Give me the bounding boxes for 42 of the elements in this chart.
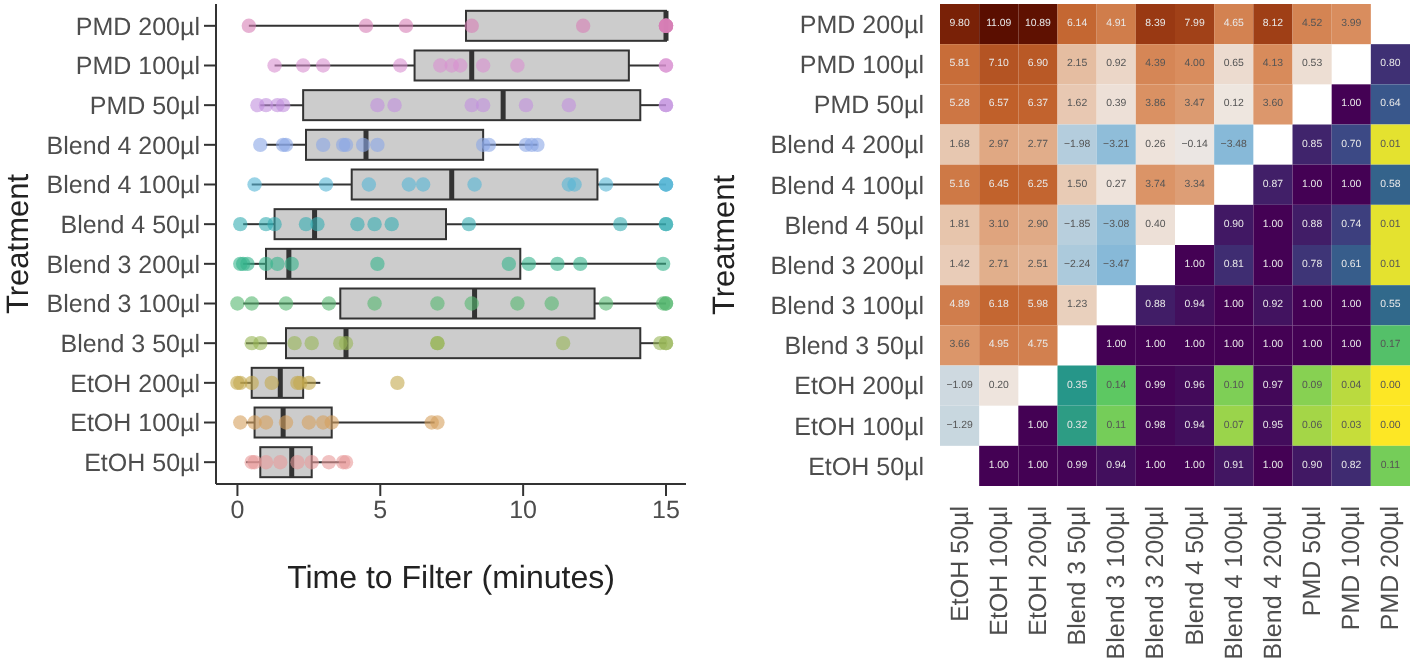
y-tick-label: PMD 200µl [75,12,200,41]
x-tick-label: EtOH 100µl [984,506,1013,636]
x-tick-label: Blend 3 100µl [1102,506,1131,660]
x-tick-label: Blend 4 200µl [1258,506,1287,660]
y-tick-label: EtOH 200µl [794,372,924,401]
y-tick-label: Blend 4 50µl [784,211,924,240]
x-tick-label: 0 [230,495,245,524]
y-tick-label: EtOH 50µl [84,449,200,478]
y-tick-label: Blend 3 50µl [784,332,924,361]
y-tick-label: EtOH 100µl [70,409,200,438]
y-tick-label: Blend 3 200µl [770,251,924,280]
y-tick-label: PMD 50µl [813,91,924,120]
y-tick-label: Blend 3 100µl [46,290,200,319]
y-tick-label: EtOH 50µl [808,452,924,481]
x-tick-label: 10 [509,495,538,524]
x-tick-label: PMD 200µl [1376,506,1405,631]
x-axis-title: Time to Filter (minutes) [287,562,615,596]
x-tick-label: Blend 4 100µl [1219,506,1248,660]
y-tick-label: Blend 3 100µl [770,292,924,321]
y-axis-title: Treatment [2,172,36,315]
x-tick-label: 15 [652,495,680,524]
y-tick-label: PMD 200µl [799,10,924,39]
x-tick-label: PMD 50µl [1298,506,1327,617]
y-tick-label: PMD 50µl [89,92,200,121]
y-axis-title: Treatment [708,173,742,316]
y-tick-label: Blend 4 200µl [770,131,924,160]
y-tick-label: Blend 4 200µl [46,131,200,160]
y-tick-label: PMD 100µl [75,52,200,81]
y-tick-label: Blend 4 100µl [770,171,924,200]
x-tick-label: Blend 3 200µl [1141,506,1170,660]
y-tick-label: PMD 100µl [799,51,924,80]
x-tick-label: 5 [373,495,388,524]
x-tick-label: Blend 4 50µl [1180,506,1209,646]
x-tick-label: PMD 100µl [1337,506,1366,631]
x-tick-label: EtOH 200µl [1023,506,1052,636]
y-tick-label: Blend 3 200µl [46,250,200,279]
y-tick-label: Blend 4 50µl [60,211,200,240]
x-tick-label: Blend 3 50µl [1063,506,1092,646]
y-tick-label: Blend 3 50µl [60,330,200,359]
y-tick-label: Blend 4 100µl [46,171,200,200]
y-tick-label: EtOH 100µl [794,412,924,441]
y-tick-label: EtOH 200µl [70,369,200,398]
